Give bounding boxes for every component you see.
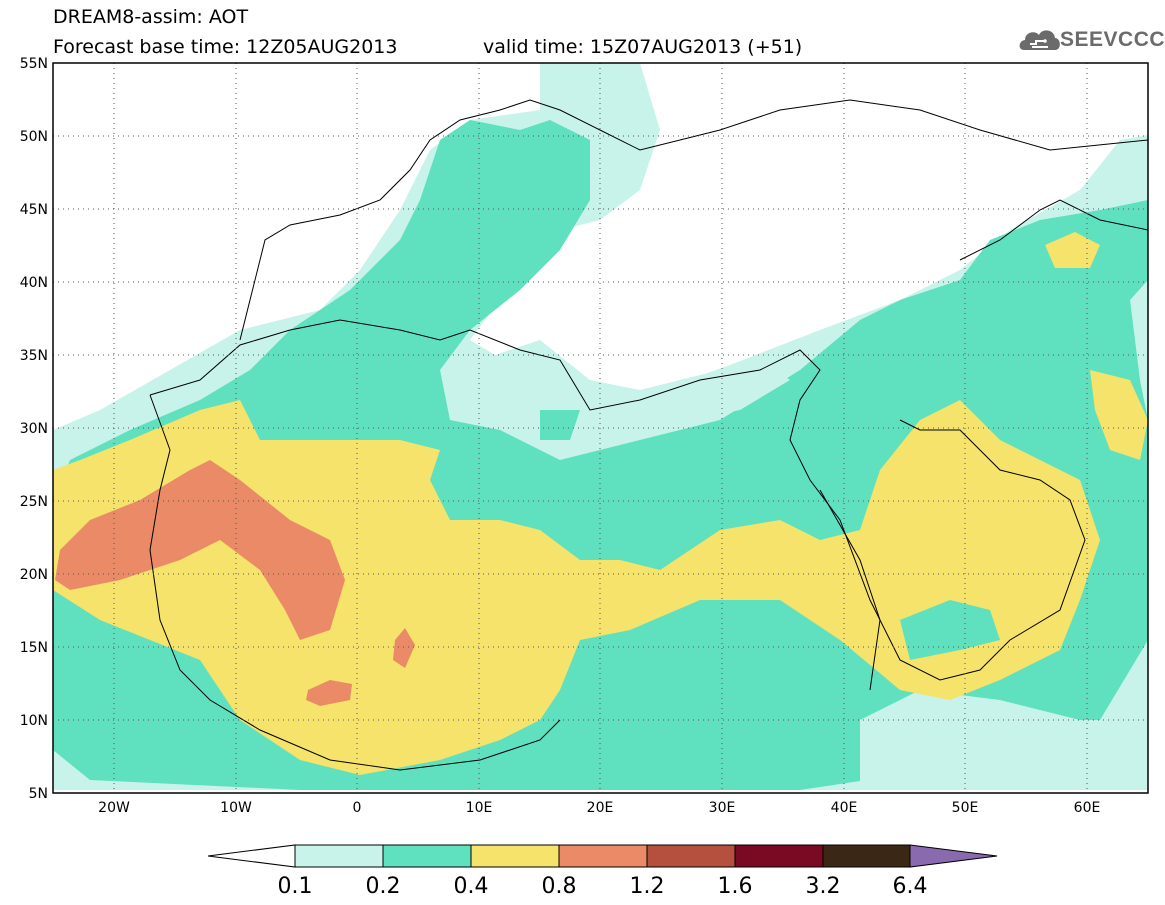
aot-map: 55N 50N 45N 40N 35N 30N 25N 20N 15N 10N … — [20, 56, 1149, 816]
cloud-icon — [1019, 30, 1060, 50]
lat-label: 45N — [20, 202, 48, 218]
lat-label: 15N — [20, 640, 48, 656]
colorbar-under-arrow — [207, 844, 296, 868]
lon-label: 0 — [353, 800, 362, 816]
colorbar-label: 1.2 — [630, 874, 665, 899]
lat-label: 25N — [20, 494, 48, 510]
colorbar-swatch — [646, 844, 736, 868]
colorbar-swatch — [470, 844, 560, 868]
colorbar-label: 3.2 — [806, 874, 841, 899]
lon-label: 50E — [952, 800, 979, 816]
lon-label: 40E — [831, 800, 858, 816]
lon-label: 30E — [709, 800, 736, 816]
lat-label: 5N — [29, 786, 48, 802]
colorbar-swatch — [558, 844, 648, 868]
map-frame — [52, 62, 1149, 794]
lon-label: 10W — [220, 800, 252, 816]
lon-label: 10E — [466, 800, 493, 816]
lat-label: 40N — [20, 275, 48, 291]
lon-label: 20W — [98, 800, 130, 816]
lon-label: 60E — [1074, 800, 1101, 816]
aot-level-0.8 — [55, 460, 345, 640]
colorbar-label: 6.4 — [893, 874, 928, 899]
colorbar-label: 0.1 — [278, 874, 313, 899]
colorbar-swatch — [822, 844, 911, 868]
map-title: DREAM8-assim: AOT — [53, 6, 249, 28]
lon-label: 20E — [587, 800, 614, 816]
lat-label: 30N — [20, 421, 48, 437]
aot-level-0.4 — [53, 400, 1100, 775]
lat-label: 20N — [20, 567, 48, 583]
colorbar-swatch — [734, 844, 824, 868]
colorbar: 0.1 0.2 0.4 0.8 1.2 1.6 3.2 6.4 — [207, 844, 998, 899]
colorbar-label: 0.4 — [454, 874, 489, 899]
lat-label: 35N — [20, 348, 48, 364]
colorbar-label: 0.2 — [366, 874, 401, 899]
colorbar-swatch — [382, 844, 472, 868]
forecast-base-time: Forecast base time: 12Z05AUG2013 — [53, 36, 398, 58]
colorbar-swatch — [294, 844, 384, 868]
coastline — [239, 99, 1148, 341]
lat-label: 55N — [20, 56, 48, 72]
logo-text: SEEVCCC — [1060, 28, 1165, 51]
lat-label: 50N — [20, 129, 48, 145]
colorbar-label: 1.6 — [718, 874, 753, 899]
lat-label: 10N — [20, 713, 48, 729]
colorbar-label: 0.8 — [542, 874, 577, 899]
valid-time: valid time: 15Z07AUG2013 (+51) — [483, 36, 803, 58]
colorbar-over-arrow — [909, 844, 998, 868]
